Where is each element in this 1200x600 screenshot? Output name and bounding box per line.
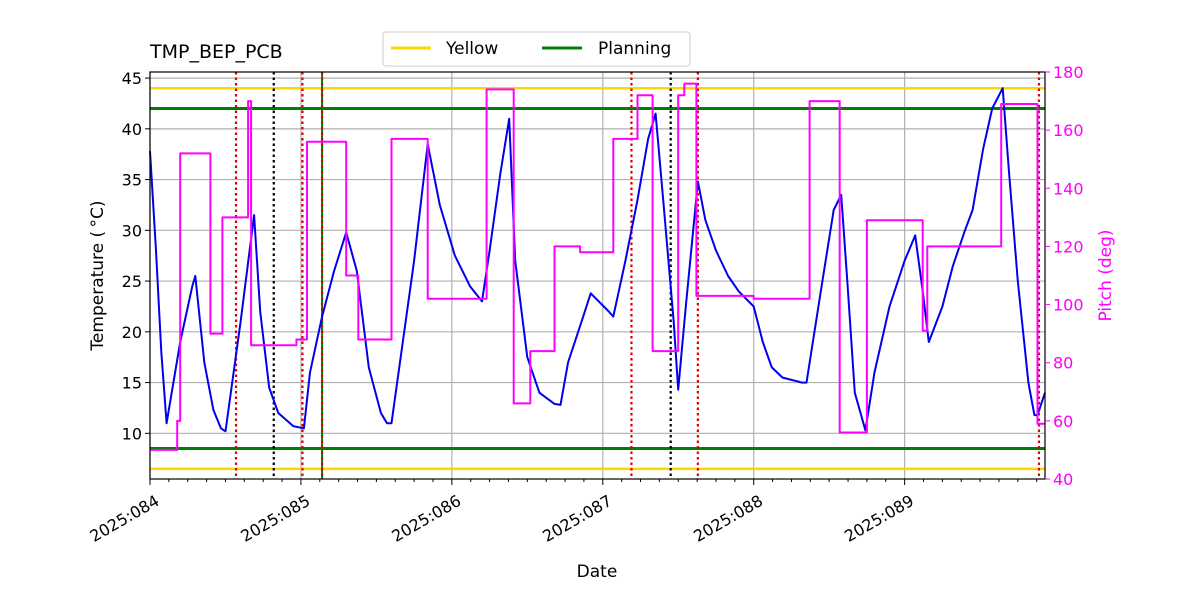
legend-box — [382, 31, 691, 67]
y-tick-label-0: 10 — [122, 424, 142, 443]
grid — [149, 72, 1045, 479]
x-axis-label: Date — [577, 562, 618, 582]
chart-title: TMP_BEP_PCB — [149, 41, 283, 63]
y2-tick-label-5: 140 — [1053, 179, 1084, 198]
legend-label-planning: Planning — [598, 39, 671, 59]
series-lines — [149, 82, 1046, 451]
y2-tick-label-0: 40 — [1053, 470, 1073, 489]
y2-tick-label-2: 80 — [1053, 354, 1073, 373]
y-tick-label-4: 30 — [122, 221, 142, 240]
limit-lines — [150, 86, 1045, 471]
y2-tick-label-3: 100 — [1053, 296, 1084, 315]
plot-frame — [149, 71, 1046, 480]
y-tick-label-7: 45 — [122, 69, 142, 88]
y-tick-label-6: 40 — [122, 120, 142, 139]
y-tick-label-5: 35 — [122, 171, 142, 190]
y-tick-label-2: 20 — [122, 323, 142, 342]
legend-label-yellow: Yellow — [445, 39, 498, 59]
y-tick-label-1: 15 — [122, 374, 142, 393]
y-axis-label: Temperature ( °C) — [88, 200, 108, 351]
legend: Yellow Planning — [382, 31, 691, 67]
y2-tick-label-6: 160 — [1053, 121, 1084, 140]
temperature-series-line — [149, 87, 1046, 433]
pitch-series-line — [150, 82, 1045, 451]
y2-axis-label: Pitch (deg) — [1096, 229, 1116, 321]
y2-tick-label-1: 60 — [1053, 412, 1073, 431]
y2-tick-label-4: 120 — [1053, 237, 1084, 256]
y2-tick-label-7: 180 — [1053, 63, 1084, 82]
y-tick-label-3: 25 — [122, 272, 142, 291]
